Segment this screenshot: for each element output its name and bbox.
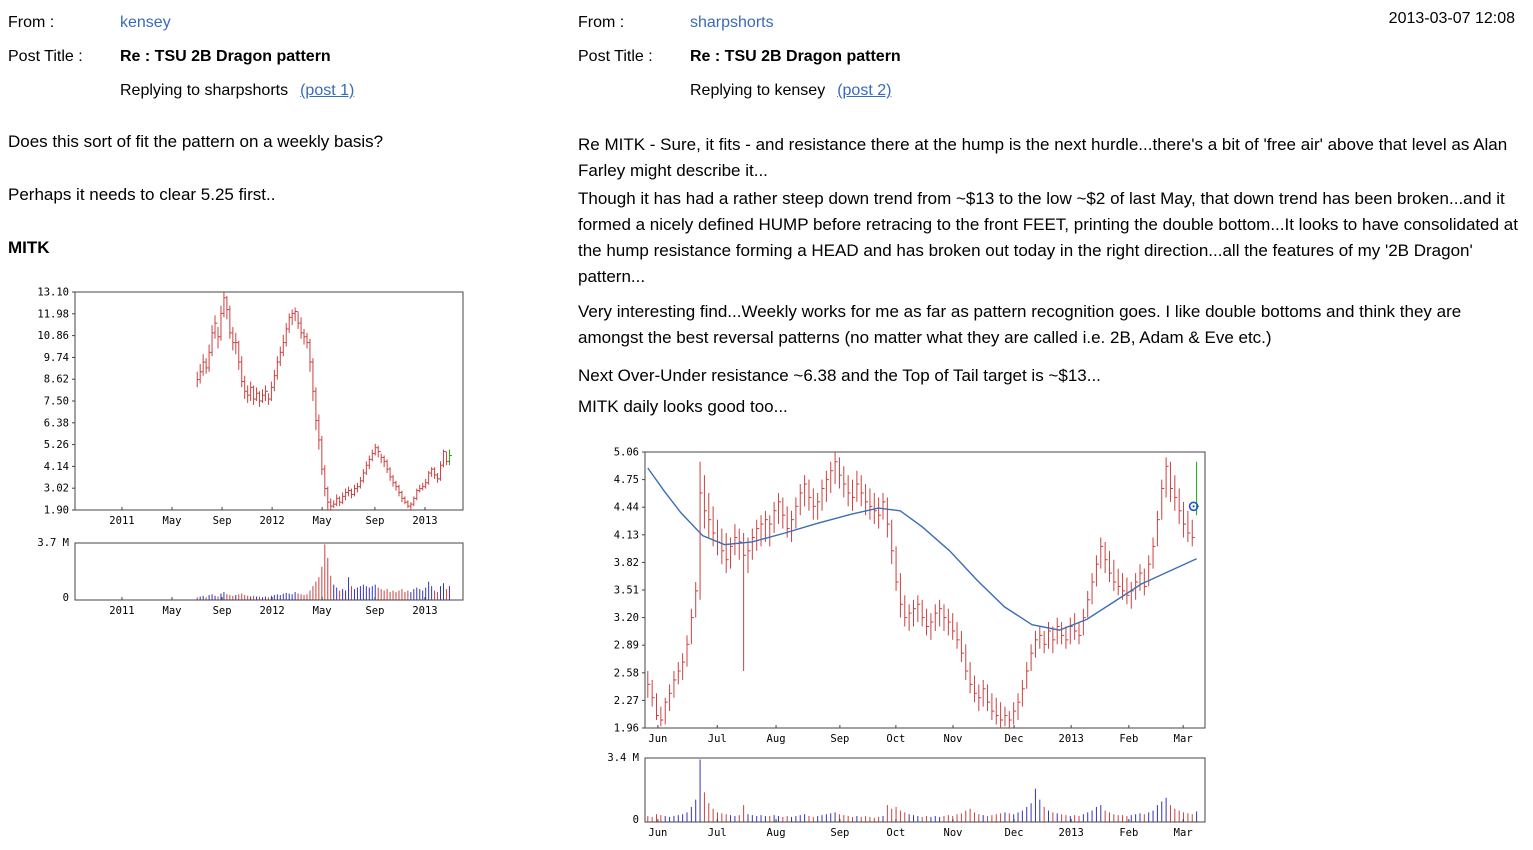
svg-text:Sep: Sep — [830, 733, 849, 745]
svg-text:2011: 2011 — [109, 605, 134, 617]
post-meta: From : kensey Post Title : Re : TSU 2B D… — [8, 0, 513, 108]
svg-text:3.82: 3.82 — [614, 557, 639, 569]
ticker-symbol: MITK — [8, 238, 50, 257]
svg-text:2011: 2011 — [109, 515, 134, 527]
svg-text:Sep: Sep — [365, 515, 384, 527]
svg-text:8.62: 8.62 — [44, 374, 69, 386]
svg-text:Sep: Sep — [213, 605, 232, 617]
svg-text:2013: 2013 — [412, 605, 437, 617]
svg-text:9.74: 9.74 — [44, 352, 69, 364]
svg-text:Feb: Feb — [1119, 733, 1138, 745]
post-body: Does this sort of fit the pattern on a w… — [8, 132, 513, 258]
svg-text:3.20: 3.20 — [614, 612, 639, 624]
svg-text:7.50: 7.50 — [44, 396, 69, 408]
svg-text:Feb: Feb — [1119, 827, 1138, 839]
svg-text:May: May — [163, 605, 182, 617]
svg-text:Aug: Aug — [767, 733, 786, 745]
svg-text:Nov: Nov — [944, 733, 963, 745]
from-row: From : kensey — [8, 6, 513, 40]
post-sharpshorts: 2013-03-07 12:08 From : sharpshorts Post… — [578, 0, 1525, 839]
from-label: From : — [8, 14, 55, 31]
svg-text:13.10: 13.10 — [37, 287, 69, 299]
svg-text:May: May — [163, 515, 182, 527]
svg-text:10.86: 10.86 — [37, 330, 69, 342]
svg-text:4.44: 4.44 — [614, 502, 639, 514]
svg-text:Sep: Sep — [365, 605, 384, 617]
replying-indent — [8, 74, 120, 108]
post-1-link[interactable]: (post 1) — [300, 82, 355, 99]
svg-text:3.4 M: 3.4 M — [607, 752, 639, 764]
svg-text:Sep: Sep — [830, 827, 849, 839]
post-meta: From : sharpshorts Post Title : Re : TSU… — [578, 0, 1525, 108]
svg-text:Dec: Dec — [1005, 733, 1024, 745]
svg-text:4.13: 4.13 — [614, 529, 639, 541]
replying-row: Replying to kensey (post 2) — [578, 74, 1525, 108]
svg-text:Dec: Dec — [1005, 827, 1024, 839]
replying-indent — [578, 74, 690, 108]
svg-text:Nov: Nov — [944, 827, 963, 839]
post-title-label: Post Title : — [578, 48, 653, 65]
post-paragraph: MITK daily looks good too... — [578, 397, 788, 416]
svg-text:Jul: Jul — [708, 827, 727, 839]
svg-text:11.98: 11.98 — [37, 308, 69, 320]
svg-text:Jun: Jun — [648, 733, 667, 745]
post-paragraph: Re MITK - Sure, it fits - and resistance… — [578, 135, 1508, 180]
svg-text:Sep: Sep — [213, 515, 232, 527]
author-link[interactable]: kensey — [120, 14, 171, 31]
svg-text:0: 0 — [63, 592, 69, 604]
svg-text:2.27: 2.27 — [614, 695, 639, 707]
replying-row: Replying to sharpshorts (post 1) — [8, 74, 513, 108]
svg-text:2013: 2013 — [1059, 827, 1084, 839]
svg-text:Mar: Mar — [1174, 733, 1193, 745]
svg-text:4.14: 4.14 — [44, 461, 69, 473]
post-title-label: Post Title : — [8, 48, 83, 65]
from-row: From : sharpshorts — [578, 6, 1525, 40]
author-link[interactable]: sharpshorts — [690, 14, 774, 31]
post-paragraph: Very interesting find...Weekly works for… — [578, 302, 1462, 347]
svg-text:Jun: Jun — [648, 827, 667, 839]
replying-to-text: Replying to kensey — [690, 82, 826, 99]
svg-text:2.58: 2.58 — [614, 667, 639, 679]
replying-to-text: Replying to sharpshorts — [120, 82, 289, 99]
svg-text:2013: 2013 — [1059, 733, 1084, 745]
svg-text:Mar: Mar — [1174, 827, 1193, 839]
svg-text:Aug: Aug — [767, 827, 786, 839]
svg-text:5.06: 5.06 — [614, 447, 639, 459]
title-row: Post Title : Re : TSU 2B Dragon pattern — [578, 40, 1525, 74]
svg-text:2012: 2012 — [259, 515, 284, 527]
weekly-chart-image: 13.10 11.98 10.86 9.74 8.62 7.50 6.38 5.26 4.14 3… — [8, 284, 471, 623]
svg-text:Oct: Oct — [886, 827, 905, 839]
svg-text:Oct: Oct — [886, 733, 905, 745]
svg-text:May: May — [313, 605, 332, 617]
svg-text:3.7 M: 3.7 M — [37, 537, 69, 549]
svg-text:2013: 2013 — [412, 515, 437, 527]
post-kensey: From : kensey Post Title : Re : TSU 2B D… — [8, 0, 513, 617]
post-title: Re : TSU 2B Dragon pattern — [690, 48, 901, 65]
post-paragraph: Though it has had a rather steep down tr… — [578, 189, 1518, 286]
post-paragraph: Does this sort of fit the pattern on a w… — [8, 132, 384, 151]
svg-text:5.26: 5.26 — [44, 439, 69, 451]
post-paragraph: Perhaps it needs to clear 5.25 first.. — [8, 185, 276, 204]
svg-text:3.51: 3.51 — [614, 585, 639, 597]
from-label: From : — [578, 14, 625, 31]
svg-text:May: May — [313, 515, 332, 527]
svg-text:1.90: 1.90 — [44, 505, 69, 517]
svg-text:2.89: 2.89 — [614, 640, 639, 652]
post-paragraph: Next Over-Under resistance ~6.38 and the… — [578, 366, 1101, 385]
post-timestamp: 2013-03-07 12:08 — [1388, 10, 1515, 27]
svg-text:4.75: 4.75 — [614, 474, 639, 486]
svg-text:6.38: 6.38 — [44, 417, 69, 429]
post-title: Re : TSU 2B Dragon pattern — [120, 48, 331, 65]
title-row: Post Title : Re : TSU 2B Dragon pattern — [8, 40, 513, 74]
daily-chart-image: 5.06 4.75 4.44 4.13 3.82 3.51 3.20 2.89 2.58 2.27… — [578, 444, 1213, 845]
svg-text:1.96: 1.96 — [614, 723, 639, 735]
svg-text:3.02: 3.02 — [44, 483, 69, 495]
post-body: Re MITK - Sure, it fits - and resistance… — [578, 132, 1525, 420]
post-2-link[interactable]: (post 2) — [837, 82, 892, 99]
svg-text:2012: 2012 — [259, 605, 284, 617]
svg-text:Jul: Jul — [708, 733, 727, 745]
svg-text:0: 0 — [633, 814, 639, 826]
